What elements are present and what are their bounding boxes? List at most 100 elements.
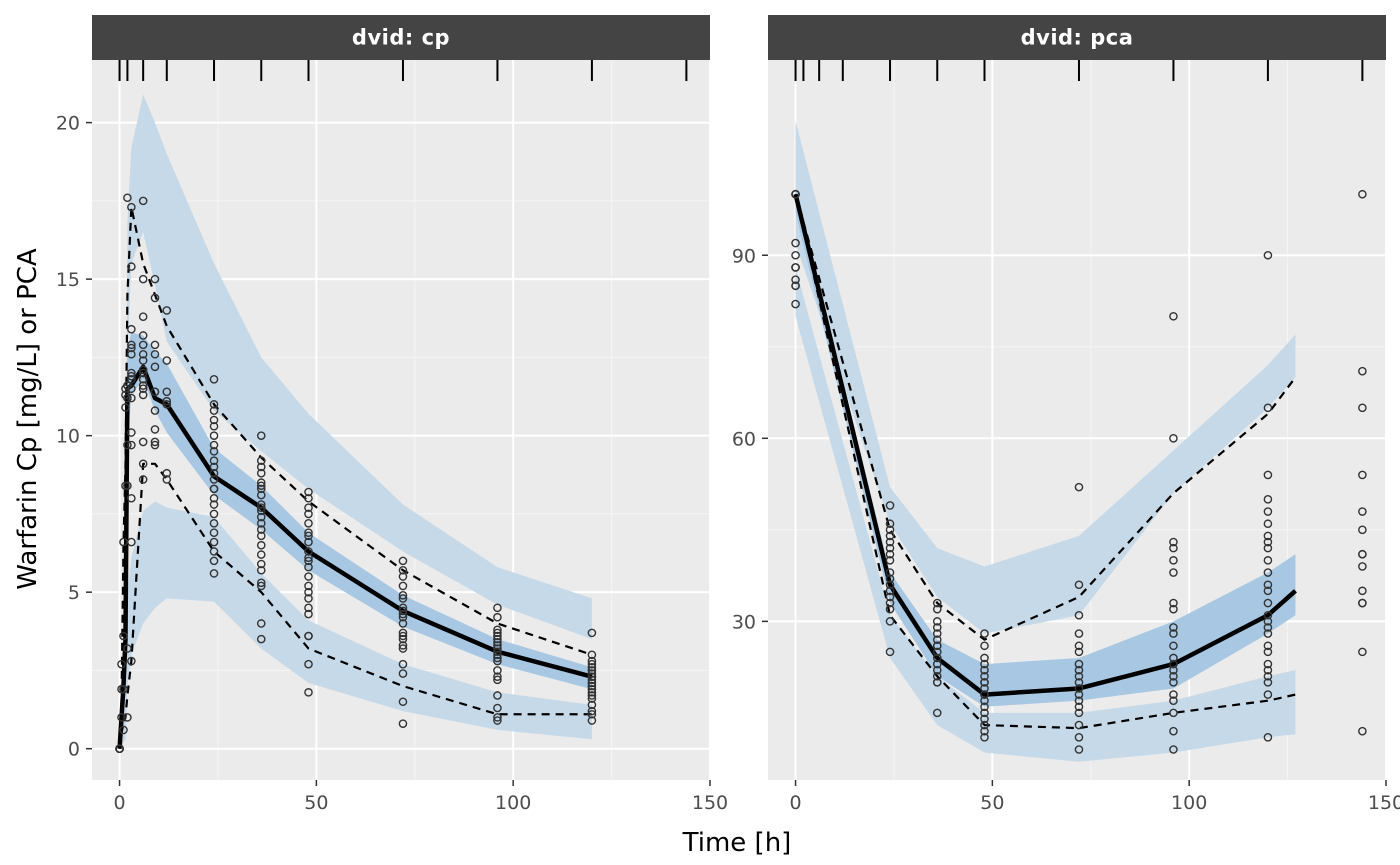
observation-point xyxy=(127,375,136,384)
observation-point xyxy=(791,281,800,291)
observation-point xyxy=(398,634,408,644)
observation-point xyxy=(256,456,266,465)
observation-point xyxy=(1263,537,1273,547)
observation-point xyxy=(138,340,148,350)
observation-point xyxy=(304,581,313,591)
observation-point xyxy=(123,393,132,403)
observation-point xyxy=(138,375,148,384)
observation-point xyxy=(791,189,800,199)
y-tick-label: 0 xyxy=(68,739,80,761)
observation-point xyxy=(398,556,408,566)
observation-point xyxy=(1263,641,1273,651)
observation-point xyxy=(1263,598,1273,608)
observation-point xyxy=(980,653,989,663)
observation-point xyxy=(493,625,502,635)
observation-point xyxy=(587,691,597,700)
observation-point xyxy=(1074,641,1084,651)
observation-point xyxy=(256,565,266,575)
observation-point xyxy=(932,671,942,681)
observation-point xyxy=(1358,586,1367,596)
observation-point xyxy=(150,349,160,359)
observation-point xyxy=(256,519,266,528)
observation-point xyxy=(1263,556,1273,565)
observation-point xyxy=(885,598,895,608)
observation-point xyxy=(209,468,219,478)
observation-point xyxy=(209,528,219,537)
observation-point xyxy=(304,556,313,566)
observation-point xyxy=(885,501,895,510)
observation-point xyxy=(256,481,266,491)
observation-point xyxy=(119,631,128,641)
observation-point xyxy=(209,462,219,472)
observation-point xyxy=(256,634,266,644)
observation-point xyxy=(138,365,148,375)
observation-point xyxy=(162,306,172,315)
observation-point xyxy=(1074,580,1084,590)
observation-point xyxy=(493,612,502,622)
observation-point xyxy=(304,659,313,669)
observation-point xyxy=(150,406,160,415)
observation-point xyxy=(1263,678,1273,687)
observation-point xyxy=(127,324,136,334)
observation-point xyxy=(256,531,266,541)
observation-point xyxy=(980,702,989,712)
observation-point xyxy=(1169,678,1178,687)
observation-point xyxy=(1358,403,1367,413)
observation-point xyxy=(127,493,136,503)
observation-point xyxy=(1074,647,1084,657)
observation-point xyxy=(209,415,219,425)
observation-point xyxy=(885,574,895,583)
observation-point xyxy=(138,459,148,469)
observation-point xyxy=(209,440,219,450)
x-tick-label: 0 xyxy=(114,792,126,814)
observation-point xyxy=(791,238,800,248)
observation-point xyxy=(127,262,136,271)
observation-point xyxy=(1263,531,1273,541)
observation-point xyxy=(115,744,124,753)
observation-point xyxy=(256,490,266,500)
observation-point xyxy=(162,396,172,406)
observation-point xyxy=(127,349,136,359)
observation-point xyxy=(1358,507,1367,516)
observation-point xyxy=(304,537,313,547)
observation-point xyxy=(1169,623,1178,632)
observation-point xyxy=(209,447,219,456)
observation-point xyxy=(398,565,408,575)
observation-point xyxy=(587,650,597,660)
observation-point xyxy=(885,556,895,565)
observation-point xyxy=(398,628,408,638)
observation-point xyxy=(1074,745,1084,754)
observation-point xyxy=(256,525,266,534)
observation-point xyxy=(1358,726,1367,736)
observation-point xyxy=(304,587,313,597)
observation-point xyxy=(1263,617,1273,626)
observation-point xyxy=(123,644,132,653)
observation-point xyxy=(587,678,597,688)
observation-point xyxy=(932,598,942,608)
observation-point xyxy=(138,475,148,484)
observation-point xyxy=(1263,495,1273,504)
observation-point xyxy=(256,478,266,487)
observation-point xyxy=(304,603,313,613)
observation-point xyxy=(256,578,266,588)
observation-point xyxy=(256,431,266,440)
observation-point xyxy=(587,656,597,666)
observation-point xyxy=(162,356,172,365)
observation-point xyxy=(256,559,266,569)
observation-point xyxy=(1358,189,1367,199)
observation-point xyxy=(256,468,266,478)
observation-point xyxy=(1074,665,1084,675)
observation-point xyxy=(1169,671,1178,681)
observation-point xyxy=(1358,549,1367,559)
observation-point xyxy=(493,644,502,653)
observation-point xyxy=(885,592,895,602)
observation-point xyxy=(138,381,148,390)
observation-point xyxy=(1263,580,1273,590)
observation-point xyxy=(150,293,160,303)
band-median-pi-cp xyxy=(119,332,592,749)
observation-point xyxy=(1263,665,1273,675)
observation-point xyxy=(885,580,895,590)
observation-point xyxy=(150,340,160,350)
y-tick-label: 60 xyxy=(732,428,756,450)
observation-point xyxy=(123,193,132,203)
